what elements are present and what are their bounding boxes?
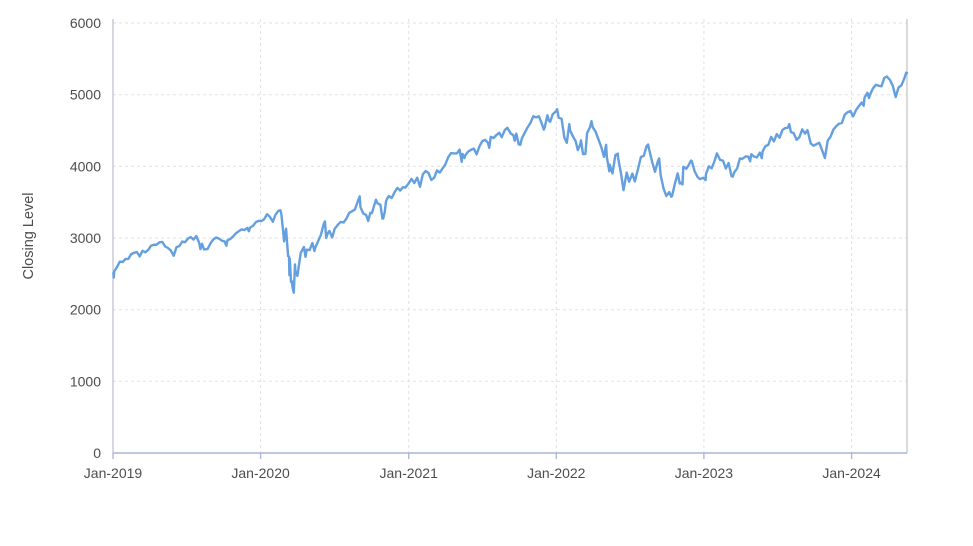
axes [112,19,908,454]
x-tick-label: Jan-2021 [380,465,439,481]
x-tick-label: Jan-2019 [84,465,143,481]
y-tick-labels: 0 1000 2000 3000 4000 5000 6000 [70,15,101,461]
x-tick-label: Jan-2022 [527,465,586,481]
x-tick-label: Jan-2024 [822,465,881,481]
y-tick-label: 2000 [70,302,101,318]
vertical-gridlines [112,19,853,453]
y-tick-label: 5000 [70,87,101,103]
y-tick-label: 4000 [70,158,101,174]
x-tick-labels: Jan-2019 Jan-2020 Jan-2021 Jan-2022 Jan-2023… [84,465,881,481]
y-tick-label: 6000 [70,15,101,31]
y-tick-label: 1000 [70,373,101,389]
series-line [112,71,909,294]
x-tick-label: Jan-2023 [675,465,734,481]
y-tick-label: 3000 [70,230,101,246]
horizontal-gridlines [113,22,907,382]
x-tick-label: Jan-2020 [231,465,290,481]
x-tick-marks [112,453,853,459]
y-tick-label: 0 [93,445,101,461]
y-axis-title: Closing Level [21,192,37,279]
